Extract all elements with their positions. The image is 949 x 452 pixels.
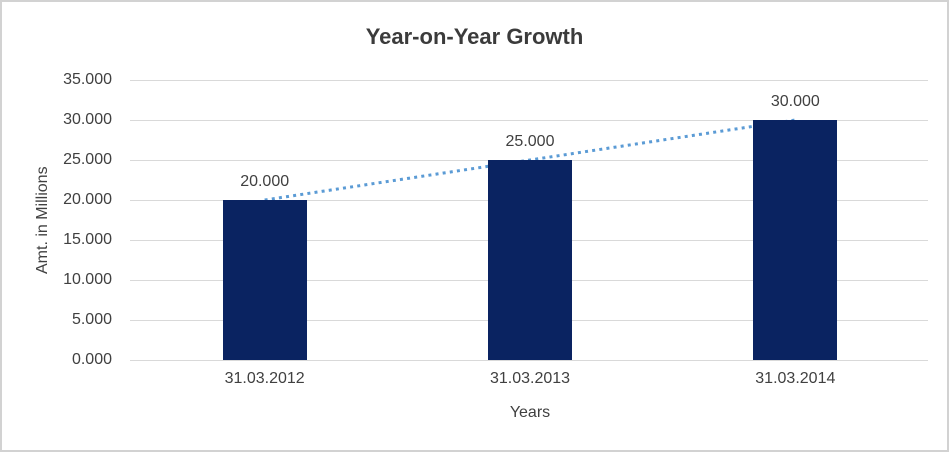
gridline [130,80,928,81]
data-label: 20.000 [240,173,290,190]
x-axis-tick-label: 31.03.2013 [489,370,571,387]
y-axis-tick-label: 25.000 [63,151,112,168]
chart-title: Year-on-Year Growth [365,24,584,49]
y-axis-tick-labels: 35.000 30.000 25.000 20.000 15.000 10.000 5.00… [2,71,122,368]
bar [488,160,572,360]
x-axis-tick-label: 31.03.2014 [755,370,836,387]
x-axis-tick-label: 31.03.2012 [224,370,305,387]
bar [753,120,838,360]
gridline [130,360,928,361]
x-axis-title: Years [509,404,551,421]
data-label: 25.000 [505,133,555,150]
y-axis-tick-label: 35.000 [63,71,112,88]
gridline [130,120,928,121]
plot-area: 20.000 25.000 30.000 [130,80,928,361]
y-axis-tick-label: 15.000 [63,231,112,248]
y-axis-tick-label: 10.000 [63,271,112,288]
y-axis-tick-label: 5.000 [71,311,112,328]
y-axis-tick-label: 30.000 [63,111,112,128]
y-axis-tick-label: 0.000 [71,351,112,368]
data-label: 30.000 [770,93,820,110]
bar [222,200,307,360]
y-axis-tick-label: 20.000 [63,191,112,208]
x-axis-tick-labels: 31.03.2012 31.03.2013 31.03.2014 [132,370,928,390]
